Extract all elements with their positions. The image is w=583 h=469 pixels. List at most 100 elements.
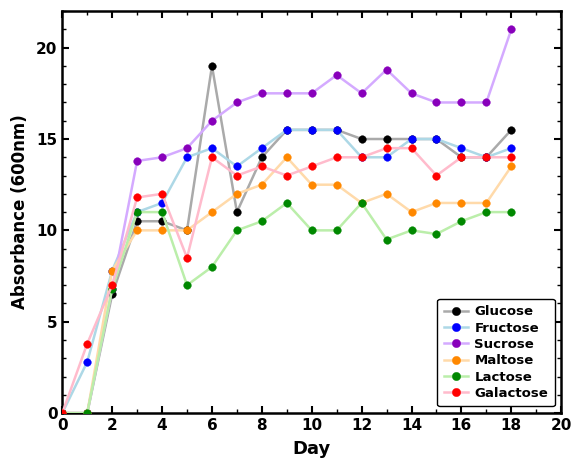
Y-axis label: Absorbance (600nm): Absorbance (600nm) [11, 115, 29, 310]
Maltose [184, 227, 191, 233]
Galactose [108, 282, 115, 288]
Galactose [458, 154, 465, 160]
Glucose [458, 154, 465, 160]
Galactose [333, 154, 340, 160]
Lactose [84, 410, 91, 416]
Line: Maltose: Maltose [58, 153, 515, 417]
Lactose [483, 209, 490, 215]
X-axis label: Day: Day [293, 440, 331, 458]
Line: Sucrose: Sucrose [58, 26, 515, 417]
Fructose [508, 145, 515, 151]
Lactose [159, 209, 166, 215]
Galactose [258, 164, 265, 169]
Lactose [508, 209, 515, 215]
Glucose [483, 154, 490, 160]
Galactose [508, 154, 515, 160]
Glucose [433, 136, 440, 142]
Sucrose [458, 99, 465, 105]
Galactose [408, 145, 415, 151]
Fructose [258, 145, 265, 151]
Lactose [333, 227, 340, 233]
Maltose [483, 200, 490, 206]
Maltose [283, 154, 290, 160]
Glucose [408, 136, 415, 142]
Glucose [308, 127, 315, 133]
Maltose [508, 164, 515, 169]
Lactose [283, 200, 290, 206]
Line: Glucose: Glucose [58, 62, 515, 417]
Glucose [184, 227, 191, 233]
Fructose [184, 154, 191, 160]
Glucose [383, 136, 390, 142]
Lactose [458, 219, 465, 224]
Line: Lactose: Lactose [58, 199, 515, 417]
Sucrose [433, 99, 440, 105]
Legend: Glucose, Fructose, Sucrose, Maltose, Lactose, Galactose: Glucose, Fructose, Sucrose, Maltose, Lac… [437, 299, 554, 407]
Sucrose [333, 72, 340, 78]
Fructose [283, 127, 290, 133]
Lactose [383, 237, 390, 242]
Fructose [134, 209, 141, 215]
Galactose [84, 341, 91, 347]
Galactose [59, 410, 66, 416]
Sucrose [483, 99, 490, 105]
Line: Fructose: Fructose [58, 126, 515, 417]
Glucose [84, 410, 91, 416]
Glucose [283, 127, 290, 133]
Galactose [433, 173, 440, 178]
Sucrose [159, 154, 166, 160]
Lactose [59, 410, 66, 416]
Sucrose [184, 145, 191, 151]
Maltose [59, 410, 66, 416]
Maltose [159, 227, 166, 233]
Glucose [333, 127, 340, 133]
Galactose [184, 255, 191, 261]
Galactose [383, 145, 390, 151]
Fructose [233, 164, 240, 169]
Maltose [383, 191, 390, 197]
Sucrose [59, 410, 66, 416]
Lactose [358, 200, 365, 206]
Maltose [333, 182, 340, 188]
Glucose [358, 136, 365, 142]
Maltose [458, 200, 465, 206]
Galactose [134, 195, 141, 200]
Sucrose [408, 91, 415, 96]
Fructose [358, 154, 365, 160]
Glucose [258, 154, 265, 160]
Maltose [108, 268, 115, 273]
Fructose [408, 136, 415, 142]
Fructose [458, 145, 465, 151]
Maltose [408, 209, 415, 215]
Maltose [134, 227, 141, 233]
Sucrose [383, 67, 390, 72]
Lactose [184, 282, 191, 288]
Sucrose [358, 91, 365, 96]
Maltose [433, 200, 440, 206]
Galactose [483, 154, 490, 160]
Glucose [108, 292, 115, 297]
Galactose [209, 154, 216, 160]
Sucrose [84, 410, 91, 416]
Glucose [233, 209, 240, 215]
Lactose [108, 286, 115, 292]
Lactose [308, 227, 315, 233]
Maltose [258, 182, 265, 188]
Maltose [233, 191, 240, 197]
Sucrose [233, 99, 240, 105]
Sucrose [108, 286, 115, 292]
Galactose [308, 164, 315, 169]
Sucrose [258, 91, 265, 96]
Lactose [134, 209, 141, 215]
Line: Galactose: Galactose [58, 144, 515, 417]
Galactose [358, 154, 365, 160]
Sucrose [508, 27, 515, 32]
Fructose [383, 154, 390, 160]
Fructose [84, 359, 91, 365]
Sucrose [283, 91, 290, 96]
Sucrose [209, 118, 216, 123]
Glucose [159, 219, 166, 224]
Galactose [159, 191, 166, 197]
Fructose [59, 410, 66, 416]
Galactose [283, 173, 290, 178]
